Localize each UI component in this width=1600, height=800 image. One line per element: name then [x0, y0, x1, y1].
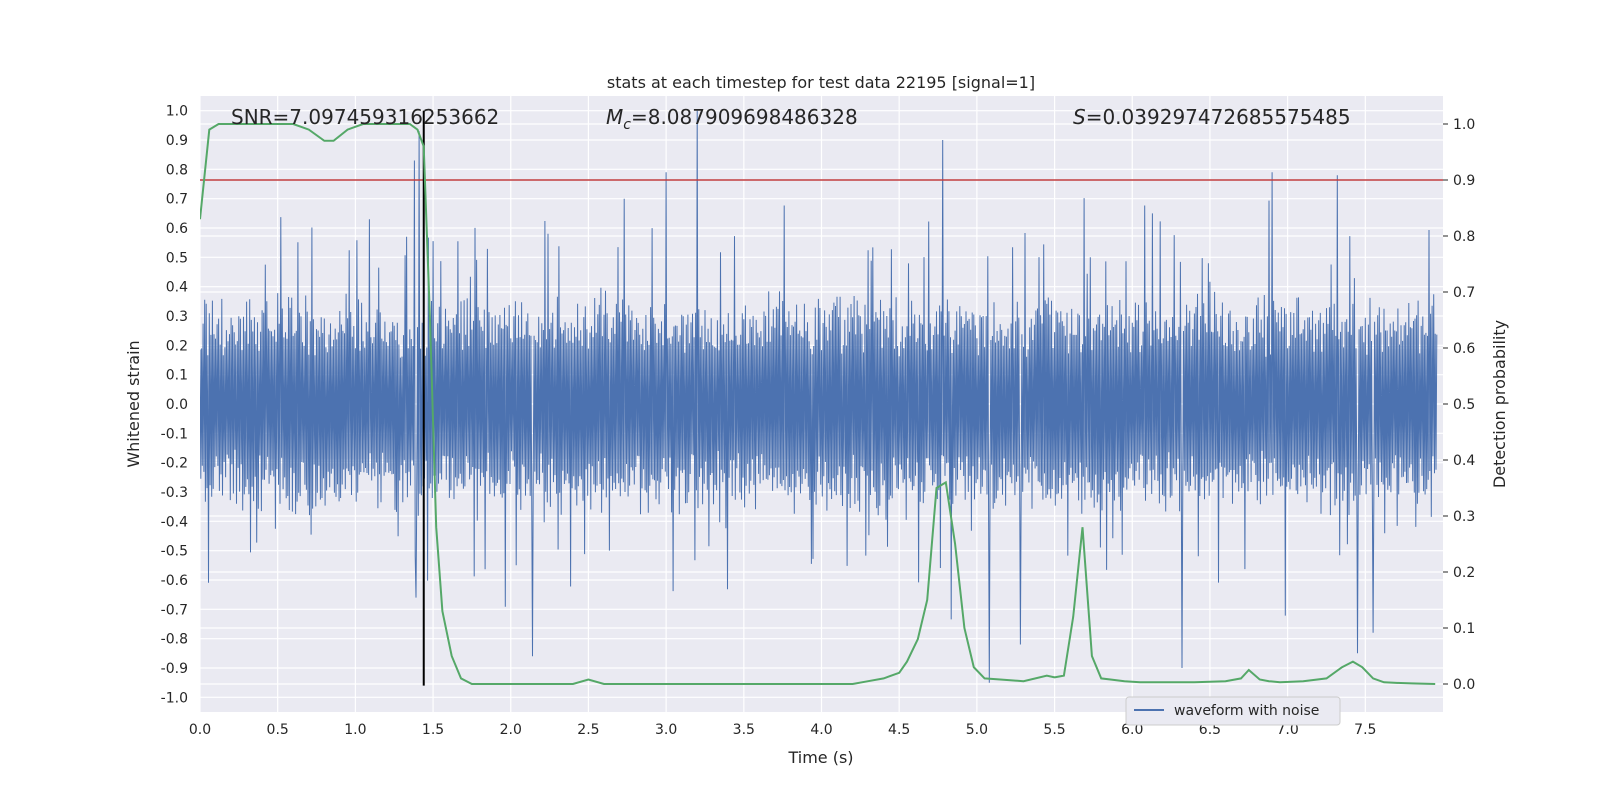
left-y-tick-label-8: -0.2: [161, 456, 188, 472]
right-y-tick-label-5: 0.5: [1453, 397, 1475, 413]
left-y-axis-ticks: -1.0 -0.9 -0.8 -0.7 -0.6 -0.5 -0.4 -0.3 -0.2 -0.1…: [161, 104, 188, 707]
x-tick-label-8: 4.0: [810, 722, 832, 738]
legend-box: [1125, 696, 1341, 726]
chirp-mass-subscript: c: [623, 117, 631, 133]
legend-label-waveform: waveform with noise: [1174, 703, 1319, 719]
left-y-tick-label-19: 0.9: [166, 133, 188, 149]
x-tick-label-5: 2.5: [577, 722, 599, 738]
left-y-tick-label-17: 0.7: [166, 192, 188, 208]
left-y-tick-label-9: -0.1: [161, 426, 188, 442]
left-y-tick-label-18: 0.8: [166, 162, 188, 178]
x-tick-label-6: 3.0: [655, 722, 677, 738]
left-y-axis-label: Whitened strain: [124, 340, 143, 467]
left-y-tick-label-14: 0.4: [166, 280, 188, 296]
right-y-tick-label-10: 1.0: [1453, 117, 1475, 133]
chart-title: stats at each timestep for test data 221…: [607, 73, 1035, 92]
x-axis-ticks: 0.0 0.5 1.0 1.5 2.0 2.5 3.0 3.5 4.0 4.5 5.0 5.5 6.0 6…: [189, 722, 1377, 738]
left-y-tick-label-10: 0.0: [166, 397, 188, 413]
left-y-tick-label-4: -0.6: [161, 573, 188, 589]
x-tick-label-7: 3.5: [733, 722, 755, 738]
left-y-tick-label-12: 0.2: [166, 338, 188, 354]
snr-annotation: SNR=7.097459316253662: [231, 105, 499, 129]
right-y-tick-label-3: 0.3: [1453, 509, 1475, 525]
x-tick-label-13: 6.5: [1199, 722, 1221, 738]
chirp-mass-annotation: Mc=8.087909698486328: [606, 105, 858, 133]
left-y-tick-label-3: -0.7: [161, 602, 188, 618]
left-y-tick-label-20: 1.0: [166, 104, 188, 120]
x-tick-label-0: 0.0: [189, 722, 211, 738]
chirp-mass-symbol: M: [606, 105, 623, 129]
x-tick-label-10: 5.0: [966, 722, 988, 738]
left-y-tick-label-11: 0.1: [166, 368, 188, 384]
left-y-tick-label-2: -0.8: [161, 632, 188, 648]
legend: waveform with noise: [1125, 696, 1341, 726]
waveform-series: [200, 110, 1438, 683]
chirp-mass-value: =8.087909698486328: [631, 105, 858, 129]
left-y-tick-label-7: -0.3: [161, 485, 188, 501]
right-y-axis-ticks: 0.0 0.1 0.2 0.3 0.4 0.5 0.6 0.7 0.8 0.9 1.0: [1443, 117, 1475, 693]
left-y-tick-label-0: -1.0: [161, 690, 188, 706]
x-tick-label-14: 7.0: [1276, 722, 1298, 738]
right-y-tick-label-4: 0.4: [1453, 453, 1475, 469]
left-y-tick-label-1: -0.9: [161, 661, 188, 677]
x-tick-label-1: 0.5: [267, 722, 289, 738]
x-tick-label-2: 1.0: [344, 722, 366, 738]
x-tick-label-11: 5.5: [1043, 722, 1065, 738]
s-value: =0.039297472685575485: [1086, 105, 1351, 129]
left-y-tick-label-6: -0.4: [161, 514, 188, 530]
right-y-tick-label-9: 0.9: [1453, 173, 1475, 189]
left-y-tick-label-15: 0.5: [166, 250, 188, 266]
left-y-tick-label-5: -0.5: [161, 544, 188, 560]
x-tick-label-15: 7.5: [1354, 722, 1376, 738]
right-y-tick-label-0: 0.0: [1453, 677, 1475, 693]
x-tick-label-3: 1.5: [422, 722, 444, 738]
x-tick-label-12: 6.0: [1121, 722, 1143, 738]
left-y-tick-label-16: 0.6: [166, 221, 188, 237]
right-y-tick-label-7: 0.7: [1453, 285, 1475, 301]
x-tick-label-4: 2.0: [500, 722, 522, 738]
s-symbol: S: [1073, 105, 1086, 129]
right-y-tick-label-8: 0.8: [1453, 229, 1475, 245]
s-annotation: S=0.039297472685575485: [1073, 105, 1351, 129]
right-y-tick-label-6: 0.6: [1453, 341, 1475, 357]
detection-probability-series: [200, 123, 1436, 685]
right-y-tick-label-1: 0.1: [1453, 621, 1475, 637]
right-y-tick-label-2: 0.2: [1453, 565, 1475, 581]
left-y-tick-label-13: 0.3: [166, 309, 188, 325]
x-tick-label-9: 4.5: [888, 722, 910, 738]
x-axis-label: Time (s): [787, 748, 853, 767]
right-y-axis-label: Detection probability: [1490, 320, 1509, 488]
